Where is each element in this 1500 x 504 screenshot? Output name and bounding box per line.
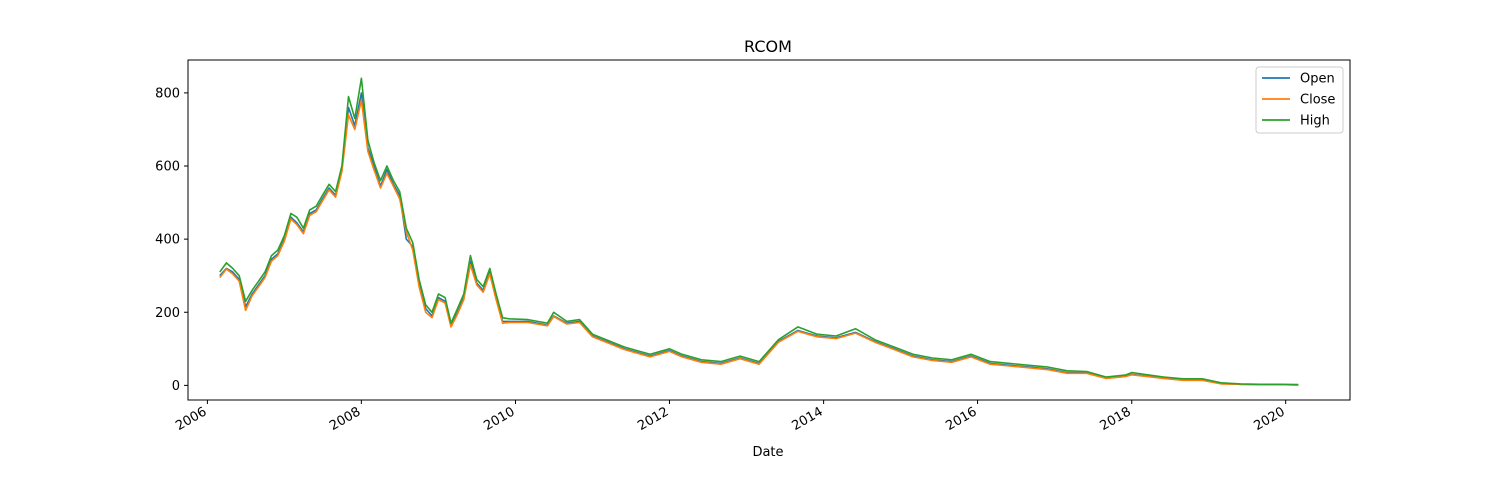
series-line-close bbox=[219, 99, 1299, 386]
y-tick-label: 0 bbox=[172, 379, 180, 394]
chart-title: RCOM bbox=[744, 37, 792, 56]
y-tick-label: 200 bbox=[155, 306, 180, 321]
legend-label-close: Close bbox=[1300, 93, 1335, 108]
x-axis-label: Date bbox=[752, 445, 783, 460]
y-tick-label: 800 bbox=[155, 86, 180, 101]
legend-label-open: Open bbox=[1300, 72, 1335, 87]
y-axis: 0 200 400 600 800 bbox=[155, 86, 188, 394]
legend: Open Close High bbox=[1255, 66, 1344, 134]
y-tick-label: 600 bbox=[155, 160, 180, 175]
axes-frame bbox=[187, 59, 1351, 401]
y-tick-label: 400 bbox=[155, 233, 180, 248]
plot-area bbox=[187, 59, 1351, 401]
series-group bbox=[219, 77, 1299, 386]
legend-label-high: High bbox=[1300, 114, 1330, 129]
series-line-high bbox=[219, 77, 1299, 386]
legend-box bbox=[1255, 66, 1344, 134]
